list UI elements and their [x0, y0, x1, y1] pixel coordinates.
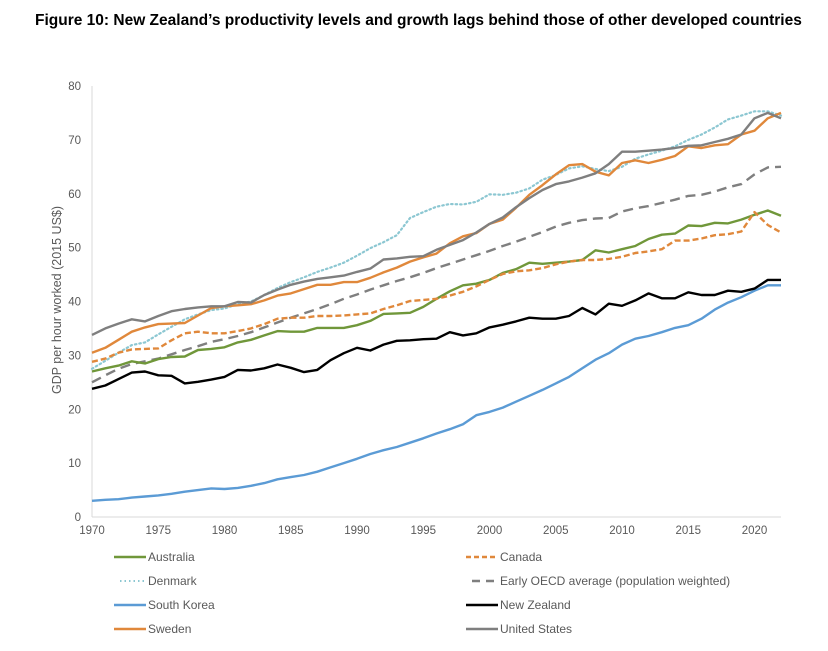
legend-item: Denmark: [112, 572, 197, 590]
series-line-united-states: [91, 111, 782, 336]
x-tick-label: 2000: [477, 525, 503, 537]
series-line-early-oecd-average-population-weighted: [91, 165, 782, 384]
legend-item: South Korea: [112, 596, 215, 614]
line-chart: 0 10 20 30 40 50 60 70 80 1970 1975 1980 1985 1990 199…: [50, 81, 783, 537]
legend-item: United States: [464, 620, 572, 638]
legend-swatch: [120, 580, 146, 582]
x-tick-label: 2015: [675, 525, 701, 537]
x-tick-label: 2010: [609, 525, 635, 537]
y-tick-label: 40: [68, 297, 81, 309]
legend-swatch: [472, 579, 498, 583]
y-tick-label: 60: [68, 189, 81, 201]
legend-swatch: [466, 555, 498, 559]
legend-item: Australia: [112, 548, 195, 566]
y-tick-label: 50: [68, 243, 81, 255]
y-tick-label: 80: [68, 81, 81, 93]
x-tick-label: 1980: [212, 525, 238, 537]
y-tick-label: 0: [75, 512, 81, 524]
series-line-south-korea: [91, 284, 781, 502]
y-axis-label: GDP per hour worked (2015 US$): [50, 206, 64, 394]
y-tick-label: 10: [68, 458, 81, 470]
series-lines: [90, 110, 783, 502]
x-tick-label: 1985: [278, 525, 304, 537]
y-tick-label: 20: [68, 404, 81, 416]
figure-title: Figure 10: New Zealand’s productivity le…: [35, 12, 802, 29]
legend-label: South Korea: [148, 598, 215, 612]
legend-swatch: [114, 627, 146, 631]
legend-label: New Zealand: [500, 598, 571, 612]
legend-item: New Zealand: [464, 596, 571, 614]
legend-label: Denmark: [148, 574, 197, 588]
legend-label: Sweden: [148, 622, 192, 636]
series-line-new-zealand: [91, 278, 781, 390]
series-line-sweden: [91, 111, 782, 354]
axes: 0 10 20 30 40 50 60 70 80 1970 1975 1980 1985 1990 199…: [68, 81, 781, 537]
legend-label: Early OECD average (population weighted): [500, 574, 731, 588]
x-tick-label: 1990: [344, 525, 370, 537]
legend-label: Canada: [500, 550, 543, 564]
legend-label: Australia: [148, 550, 195, 564]
y-tick-label: 30: [68, 350, 81, 362]
legend-swatch: [114, 555, 146, 559]
x-tick-label: 2020: [742, 525, 768, 537]
legend-label: United States: [500, 622, 573, 636]
series-line-australia: [91, 209, 782, 373]
legend-item: Canada: [464, 548, 542, 566]
legend-item: Early OECD average (population weighted): [464, 572, 730, 590]
x-tick-label: 2005: [543, 525, 569, 537]
x-tick-label: 1970: [79, 525, 105, 537]
x-tick-label: 1995: [410, 525, 436, 537]
series-line-canada: [91, 210, 782, 363]
legend-item: Sweden: [112, 620, 191, 638]
legend-swatch: [114, 603, 146, 607]
y-tick-label: 70: [68, 135, 81, 147]
legend-swatch: [466, 603, 498, 607]
legend-swatch: [466, 627, 498, 631]
x-tick-label: 1975: [145, 525, 171, 537]
